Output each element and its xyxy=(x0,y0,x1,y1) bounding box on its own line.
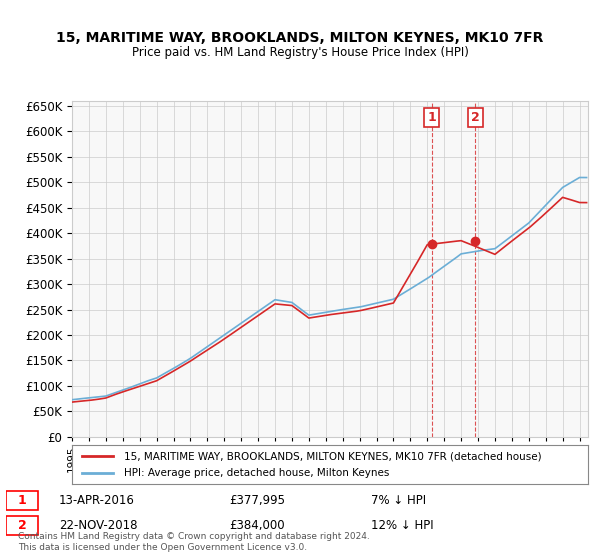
Text: 15, MARITIME WAY, BROOKLANDS, MILTON KEYNES, MK10 7FR (detached house): 15, MARITIME WAY, BROOKLANDS, MILTON KEY… xyxy=(124,451,541,461)
FancyBboxPatch shape xyxy=(6,516,38,535)
Text: 22-NOV-2018: 22-NOV-2018 xyxy=(59,519,137,532)
Text: 2: 2 xyxy=(17,519,26,532)
Text: 15, MARITIME WAY, BROOKLANDS, MILTON KEYNES, MK10 7FR: 15, MARITIME WAY, BROOKLANDS, MILTON KEY… xyxy=(56,31,544,45)
Text: £384,000: £384,000 xyxy=(229,519,285,532)
Text: 7% ↓ HPI: 7% ↓ HPI xyxy=(371,494,425,507)
Text: 1: 1 xyxy=(427,111,436,124)
Text: HPI: Average price, detached house, Milton Keynes: HPI: Average price, detached house, Milt… xyxy=(124,468,389,478)
Text: 2: 2 xyxy=(471,111,479,124)
Text: £377,995: £377,995 xyxy=(229,494,286,507)
Text: Contains HM Land Registry data © Crown copyright and database right 2024.
This d: Contains HM Land Registry data © Crown c… xyxy=(18,532,370,552)
Text: 13-APR-2016: 13-APR-2016 xyxy=(59,494,135,507)
FancyBboxPatch shape xyxy=(6,491,38,510)
Text: 1: 1 xyxy=(17,494,26,507)
Text: Price paid vs. HM Land Registry's House Price Index (HPI): Price paid vs. HM Land Registry's House … xyxy=(131,46,469,59)
Text: 12% ↓ HPI: 12% ↓ HPI xyxy=(371,519,433,532)
